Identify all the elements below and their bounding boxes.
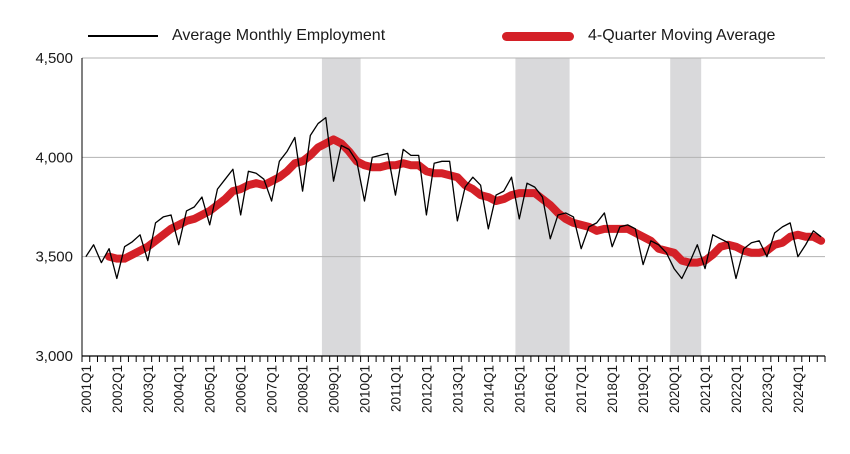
recession-band-1	[321, 58, 361, 356]
legend-item-employment: Average Monthly Employment	[88, 24, 385, 48]
recession-band-3	[670, 58, 702, 356]
x-tick-label: 2010Q1	[357, 365, 372, 413]
x-tick-label: 2017Q1	[574, 365, 589, 413]
x-tick-label: 2014Q1	[481, 365, 496, 413]
y-tick-label: 3,000	[35, 348, 73, 365]
x-tick-label: 2015Q1	[512, 365, 527, 413]
x-tick-label: 2016Q1	[543, 365, 558, 413]
x-tick-label: 2003Q1	[141, 365, 156, 413]
y-tick-label: 3,500	[35, 249, 73, 266]
x-tick-label: 2004Q1	[172, 365, 187, 413]
x-tick-label: 2024Q1	[791, 365, 806, 413]
x-tick-label: 2005Q1	[203, 365, 218, 413]
x-tick-label: 2018Q1	[605, 365, 620, 413]
x-tick-label: 2019Q1	[636, 365, 651, 413]
x-tick-label: 2006Q1	[234, 365, 249, 413]
x-tick-label: 2023Q1	[760, 365, 775, 413]
y-tick-label: 4,500	[35, 50, 73, 67]
x-tick-label: 2012Q1	[419, 365, 434, 413]
x-tick-label: 2002Q1	[110, 365, 125, 413]
x-tick-label: 2011Q1	[388, 365, 403, 412]
y-tick-label: 4,000	[35, 149, 73, 166]
series-line-employment	[85, 116, 822, 280]
legend-swatch-moving-average	[502, 31, 574, 41]
series-line-moving-average	[105, 135, 826, 267]
x-tick-label: 2021Q1	[698, 365, 713, 413]
recession-band-2	[515, 58, 570, 356]
x-tick-label: 2022Q1	[729, 365, 744, 413]
x-tick-label: 2001Q1	[79, 365, 94, 413]
x-tick-label: 2020Q1	[667, 365, 682, 413]
legend-label-employment: Average Monthly Employment	[172, 27, 386, 44]
x-tick-label: 2009Q1	[327, 365, 342, 413]
legend-swatch-employment	[88, 35, 158, 37]
x-tick-label: 2008Q1	[296, 365, 311, 413]
x-tick-label: 2013Q1	[450, 365, 465, 413]
x-tick-label: 2007Q1	[265, 365, 280, 413]
legend-label-moving-average: 4-Quarter Moving Average	[588, 27, 776, 44]
legend-item-moving-average: 4-Quarter Moving Average	[502, 24, 775, 48]
